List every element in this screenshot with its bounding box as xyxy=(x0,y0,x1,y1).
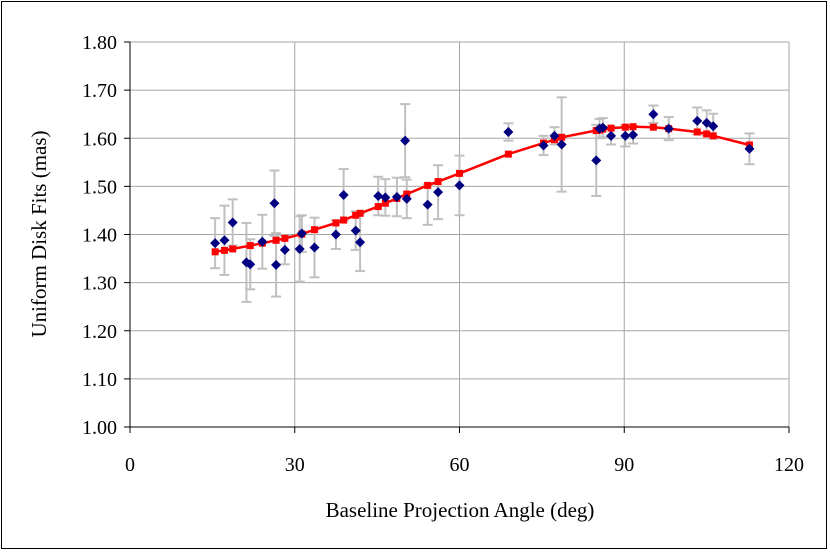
model-marker xyxy=(703,130,711,138)
model-marker xyxy=(220,246,228,254)
model-marker xyxy=(424,181,432,189)
y-tick-label: 1.00 xyxy=(82,417,117,439)
data-point-diamond xyxy=(373,191,384,201)
data-point-diamond xyxy=(309,242,320,253)
data-point-diamond xyxy=(330,229,341,240)
y-tick-label: 1.70 xyxy=(82,80,117,102)
data-point-diamond xyxy=(591,155,602,166)
data-point-diamond xyxy=(391,191,402,202)
point-layer xyxy=(210,109,755,270)
data-point-diamond xyxy=(708,121,719,132)
model-marker xyxy=(246,242,254,250)
data-point-diamond xyxy=(271,259,282,270)
model-marker xyxy=(229,245,237,253)
data-point-diamond xyxy=(692,115,703,126)
data-point-diamond xyxy=(400,135,411,146)
y-tick-label: 1.10 xyxy=(82,369,117,391)
model-marker xyxy=(558,133,566,141)
data-point-diamond xyxy=(549,130,560,141)
data-point-diamond xyxy=(401,193,412,204)
y-tick-label: 1.40 xyxy=(82,225,117,247)
model-marker xyxy=(629,123,637,131)
y-tick-label: 1.50 xyxy=(82,176,117,198)
data-point-diamond xyxy=(433,187,444,198)
y-tick-label: 1.20 xyxy=(82,321,117,343)
data-point-diamond xyxy=(422,199,433,210)
data-point-diamond xyxy=(219,235,230,246)
model-marker xyxy=(356,209,364,217)
data-point-diamond xyxy=(606,130,617,141)
tick-label-layer: 0 30 60 90 120 1.00 1.10 1.20 1.30 1.40 1.50 1.60 1.… xyxy=(82,32,804,476)
data-point-diamond xyxy=(296,228,307,239)
data-point-diamond xyxy=(503,126,514,137)
data-point-diamond xyxy=(269,198,280,209)
model-marker xyxy=(649,123,657,131)
model-marker xyxy=(374,203,382,211)
model-marker xyxy=(272,236,280,244)
data-point-diamond xyxy=(648,109,659,120)
model-marker xyxy=(211,248,219,256)
data-point-diamond xyxy=(294,243,305,254)
data-point-diamond xyxy=(597,122,608,133)
data-point-diamond xyxy=(210,238,221,249)
x-axis-label: Baseline Projection Angle (deg) xyxy=(326,498,595,522)
x-tick-label: 0 xyxy=(125,454,135,476)
data-point-diamond xyxy=(454,180,465,191)
data-point-diamond xyxy=(355,237,366,248)
data-point-diamond xyxy=(257,236,268,247)
model-marker xyxy=(607,124,615,132)
model-marker xyxy=(456,169,463,177)
model-line xyxy=(214,125,750,254)
model-marker xyxy=(434,178,442,186)
model-marker xyxy=(693,128,701,136)
axis-layer xyxy=(124,41,790,433)
y-tick-label: 1.80 xyxy=(82,32,117,54)
model-marker xyxy=(340,216,348,224)
data-point-diamond xyxy=(227,217,238,228)
data-point-diamond xyxy=(538,140,549,151)
model-layer xyxy=(211,123,753,256)
data-point-diamond xyxy=(620,130,631,141)
data-point-diamond xyxy=(245,259,256,270)
data-point-diamond xyxy=(744,143,755,154)
model-marker xyxy=(504,150,512,158)
model-marker xyxy=(281,234,289,242)
model-marker xyxy=(709,132,717,140)
data-point-diamond xyxy=(556,139,567,150)
x-tick-label: 120 xyxy=(774,454,804,476)
grid-layer xyxy=(130,41,790,427)
x-tick-label: 30 xyxy=(285,454,305,476)
model-marker xyxy=(352,211,360,219)
y-tick-label: 1.60 xyxy=(82,128,117,150)
data-point-diamond xyxy=(338,190,349,201)
model-marker xyxy=(332,219,340,227)
data-point-diamond xyxy=(380,192,391,203)
data-point-diamond xyxy=(350,225,361,236)
x-tick-label: 90 xyxy=(614,454,634,476)
data-point-diamond xyxy=(279,244,290,255)
model-marker xyxy=(311,226,319,234)
data-point-diamond xyxy=(628,129,639,140)
model-marker xyxy=(381,199,389,207)
model-marker xyxy=(621,123,629,131)
y-tick-label: 1.30 xyxy=(82,273,117,295)
y-axis-label: Uniform Disk Fits (mas) xyxy=(27,130,51,337)
data-point-diamond xyxy=(663,123,674,134)
x-tick-label: 60 xyxy=(450,454,470,476)
